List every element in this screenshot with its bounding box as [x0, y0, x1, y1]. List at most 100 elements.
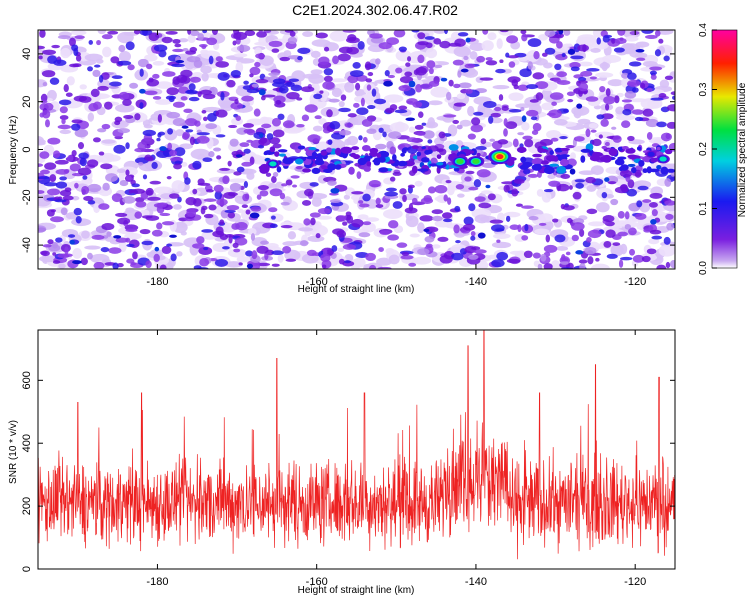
heatmap-cell — [156, 137, 161, 142]
heatmap-cell — [78, 152, 89, 160]
heatmap-cell — [383, 94, 404, 103]
heatmap-cell — [297, 47, 311, 54]
heatmap-cell — [75, 54, 82, 62]
heatmap-cell — [261, 94, 276, 98]
heatmap-cell — [57, 124, 72, 130]
heatmap-cell — [331, 87, 342, 98]
heatmap-cell — [135, 200, 147, 208]
heatmap-cell — [118, 51, 131, 63]
heatmap-cell — [523, 250, 533, 259]
heatmap-cell — [456, 93, 466, 100]
heatmap-cell — [109, 81, 122, 87]
heatmap-cell — [47, 239, 54, 245]
heatmap-cell — [385, 247, 395, 255]
heatmap-cell — [532, 72, 545, 80]
heatmap-cell — [332, 228, 345, 235]
heatmap-cell — [572, 191, 582, 200]
heatmap-cell — [476, 55, 486, 63]
heatmap-cell — [571, 105, 590, 116]
heatmap-cell — [323, 46, 330, 52]
heatmap-cell — [433, 30, 447, 34]
heatmap-cell — [496, 239, 501, 243]
heatmap-cell — [253, 108, 261, 117]
heatmap-cell — [285, 258, 297, 262]
heatmap-cell — [237, 208, 244, 213]
heatmap-cell — [301, 114, 310, 122]
heatmap-cell — [635, 41, 650, 48]
heatmap-cell — [436, 154, 442, 159]
heatmap-cell — [232, 242, 239, 249]
heatmap-cell — [521, 115, 527, 123]
heatmap-cell — [102, 46, 112, 58]
heatmap-cell — [227, 160, 232, 167]
heatmap-cell — [159, 146, 167, 152]
heatmap-cell — [494, 106, 502, 112]
heatmap-cell — [411, 165, 418, 174]
heatmap-cell — [261, 123, 272, 129]
heatmap-cell — [631, 109, 644, 115]
heatmap-cell — [385, 107, 395, 114]
heatmap-cell — [457, 70, 462, 78]
heatmap-cell — [666, 168, 675, 173]
heatmap-cell — [173, 163, 182, 170]
heatmap-cell — [520, 30, 527, 35]
heatmap-cell — [118, 170, 125, 182]
heatmap-cell — [314, 221, 322, 230]
heatmap-cell — [59, 176, 68, 181]
heatmap-cell — [420, 197, 434, 204]
heatmap-cell — [53, 150, 61, 159]
heatmap-cell — [304, 104, 318, 113]
heatmap-cell — [213, 184, 224, 193]
heatmap-cell — [431, 244, 441, 249]
heatmap-cell — [244, 30, 256, 37]
heatmap-cell — [307, 134, 321, 143]
heatmap-cell — [560, 154, 570, 158]
heatmap-cell — [323, 68, 334, 76]
heatmap-cell — [481, 40, 494, 51]
heatmap-cell — [601, 113, 614, 120]
heatmap-cell — [257, 184, 269, 191]
heatmap-cell — [251, 156, 269, 165]
heatmap-cell — [549, 163, 559, 167]
heatmap-cell — [203, 116, 208, 122]
heatmap-cell — [632, 254, 645, 263]
heatmap-cell — [305, 155, 318, 160]
heatmap-cell — [651, 235, 663, 240]
heatmap-cell — [532, 122, 542, 132]
heatmap-cell — [66, 76, 75, 86]
heatmap-cell — [93, 203, 101, 214]
heatmap-cell — [535, 92, 544, 101]
heatmap-cell — [269, 146, 276, 153]
heatmap-cell — [299, 240, 309, 247]
heatmap-cell — [427, 100, 443, 106]
heatmap-cell — [453, 46, 471, 58]
heatmap-cell — [434, 64, 443, 69]
colorbar-tick-label: 0.2 — [698, 142, 709, 156]
heatmap-cell — [440, 77, 448, 82]
heatmap-cell — [169, 149, 178, 157]
heatmap-cell — [198, 44, 208, 48]
heatmap-cell — [97, 30, 106, 35]
heatmap-cell — [158, 49, 167, 58]
heatmap-cell — [97, 85, 109, 91]
heatmap-cell — [439, 255, 453, 264]
heatmap-cell — [627, 72, 637, 80]
heatmap-cell — [591, 39, 610, 50]
heatmap-cell — [258, 165, 265, 170]
heatmap-cell — [588, 221, 605, 227]
heatmap-cell — [538, 222, 547, 226]
heatmap-cell — [171, 180, 185, 193]
heatmap-cell — [284, 81, 295, 87]
heatmap-cell — [308, 74, 325, 84]
heatmap-cell — [108, 247, 122, 254]
heatmap-cell — [569, 168, 576, 175]
heatmap-cell — [309, 182, 319, 187]
heatmap-cell — [287, 231, 297, 240]
heatmap-cell — [249, 212, 260, 219]
heatmap-cell — [236, 166, 245, 173]
heatmap-cell — [490, 112, 502, 118]
heatmap-cell — [72, 63, 82, 68]
heatmap-cell — [447, 124, 458, 137]
heatmap-cell — [405, 215, 419, 228]
heatmap-cell — [200, 50, 221, 60]
